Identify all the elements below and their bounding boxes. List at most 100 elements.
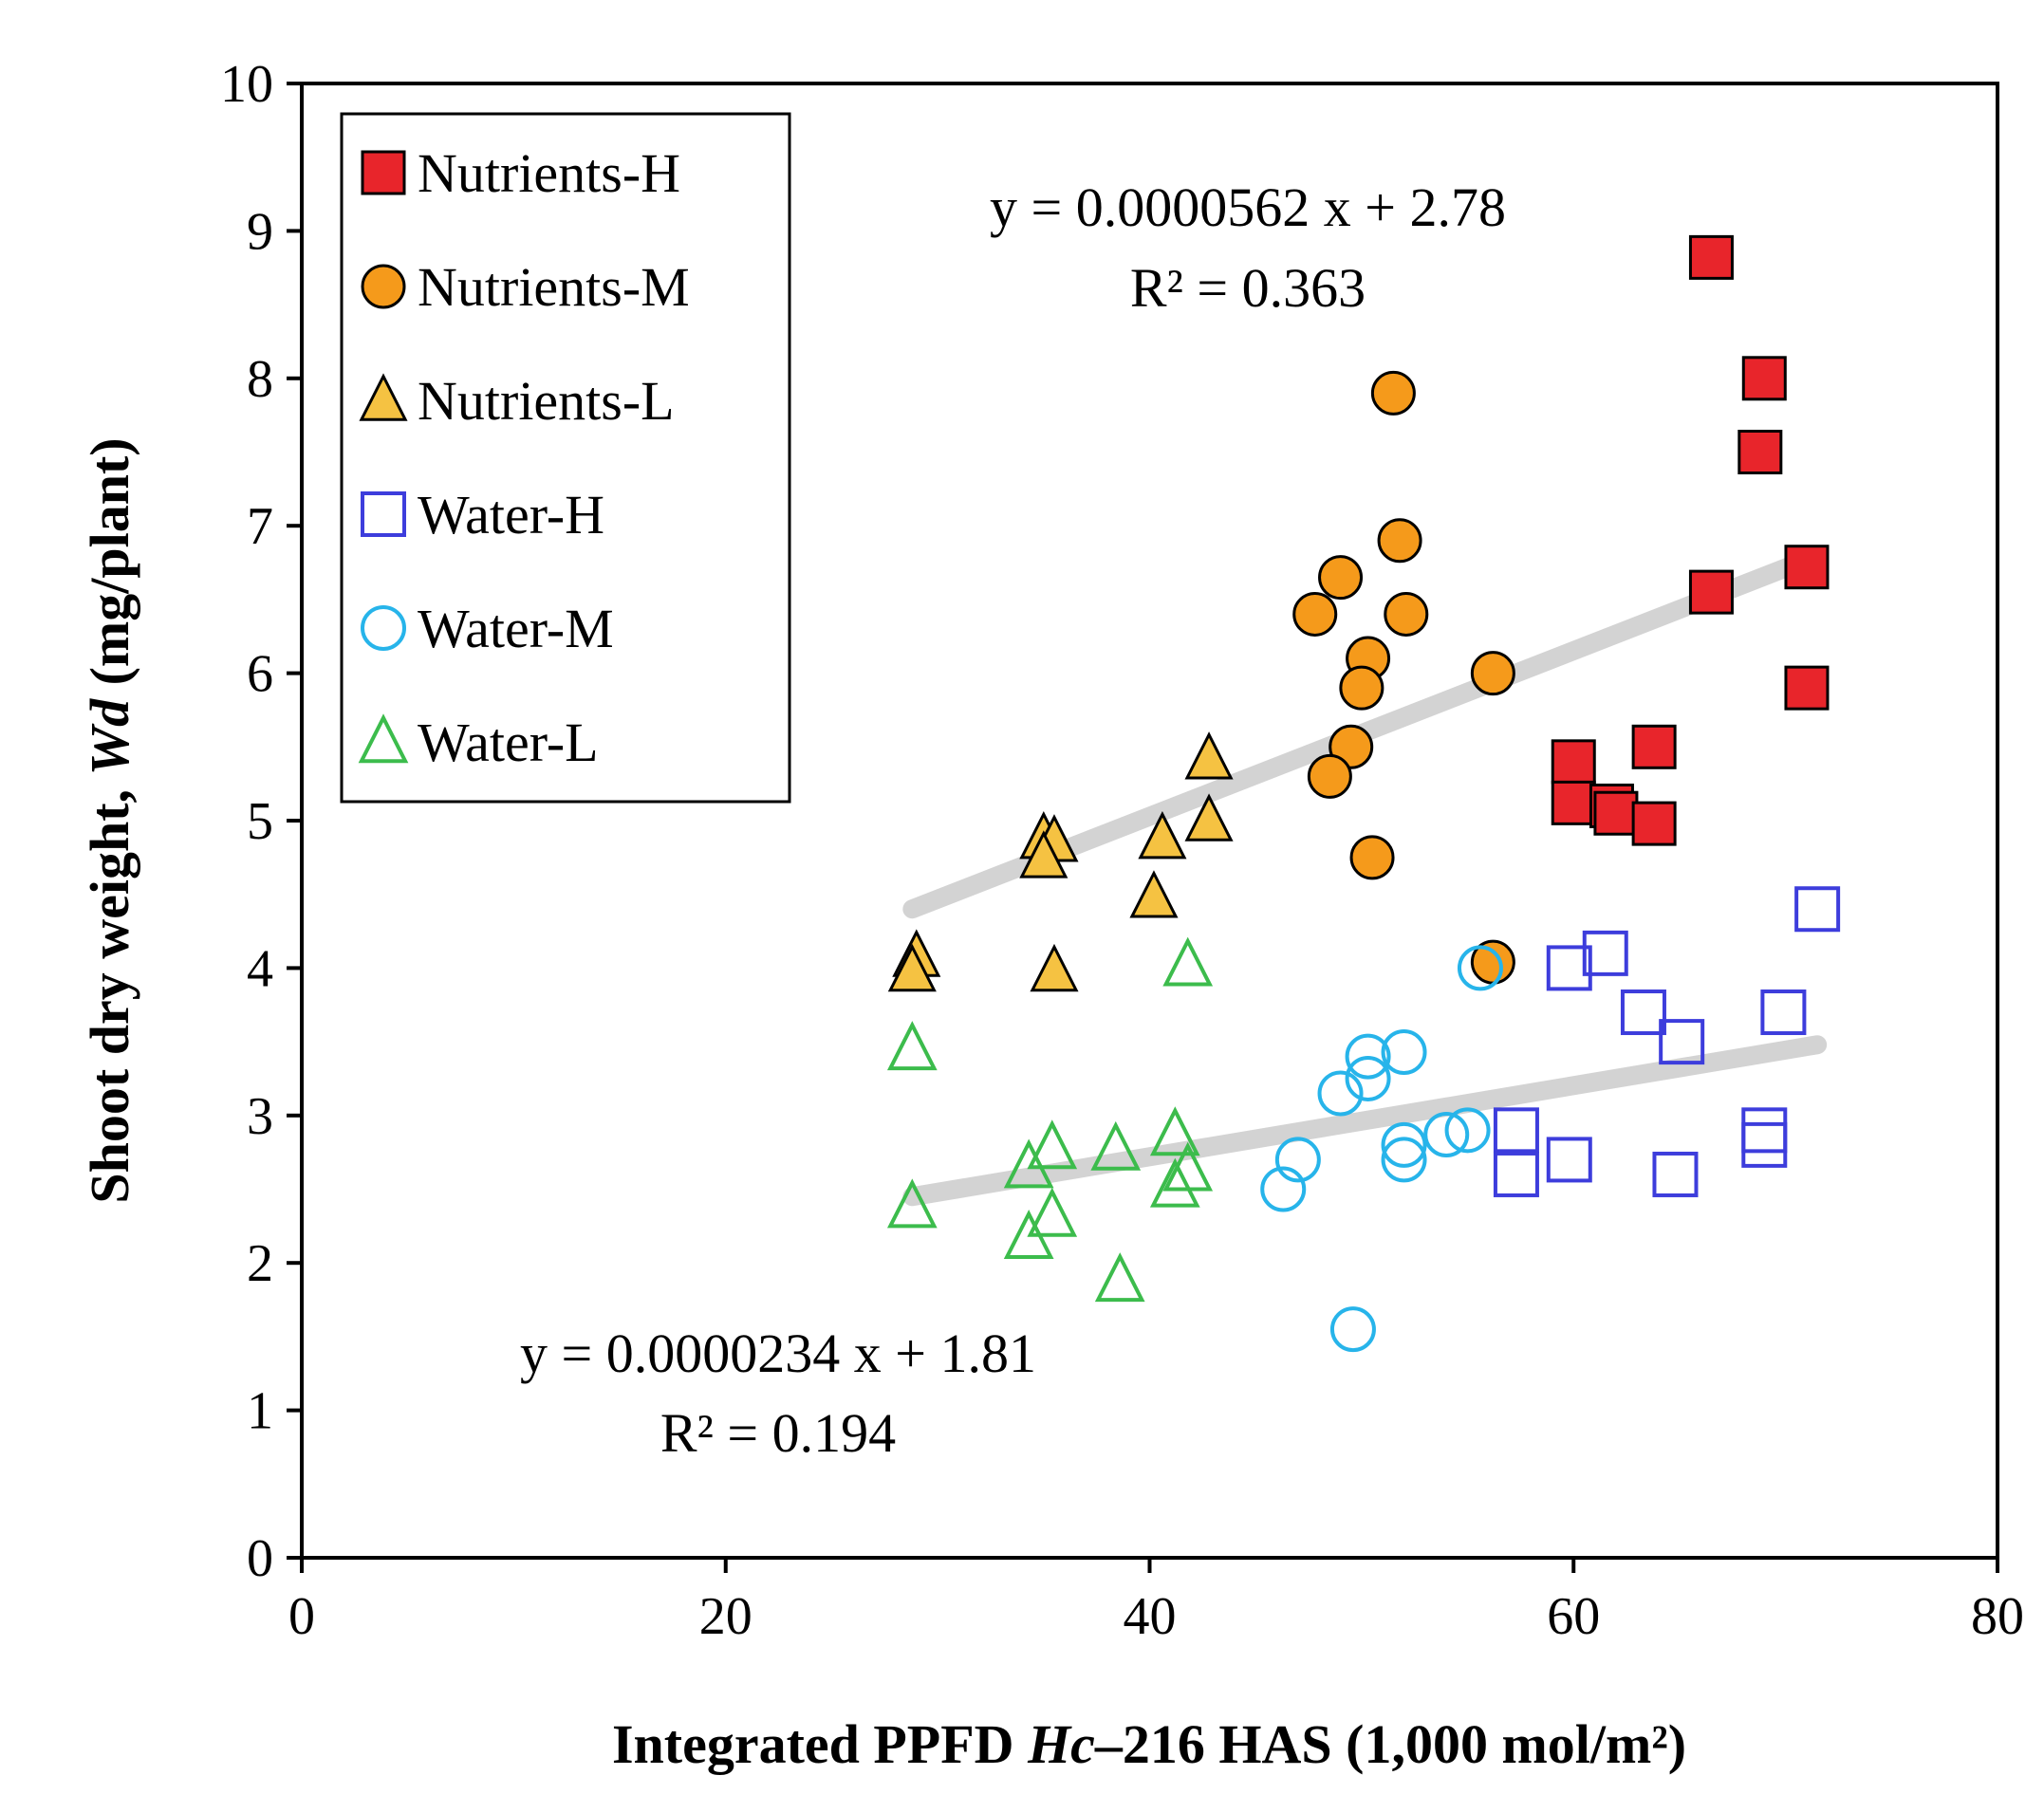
- data-point: [1370, 370, 1416, 416]
- data-point: [1384, 591, 1429, 637]
- data-point: [1377, 518, 1422, 564]
- legend-label: Water-L: [418, 712, 599, 773]
- data-point: [1162, 936, 1214, 987]
- data-point: [1274, 1137, 1321, 1183]
- data-point: [1582, 930, 1628, 976]
- data-point: [1138, 811, 1187, 860]
- legend-label: Nutrients-H: [418, 142, 680, 204]
- series-nutrients-h: [1551, 234, 1830, 846]
- y-tick-label: 4: [247, 939, 273, 998]
- data-point: [1030, 943, 1079, 992]
- data-point: [1329, 1306, 1376, 1353]
- legend-label: Water-H: [418, 484, 604, 546]
- trend-annotation-water: y = 0.0000234 x + 1.81 R² = 0.194: [520, 1322, 1036, 1464]
- data-point: [1688, 569, 1734, 615]
- data-point: [1129, 870, 1179, 918]
- x-axis-title: Integrated PPFD Hc–216 HAS (1,000 mol/m²…: [612, 1713, 1686, 1775]
- data-point: [1339, 665, 1384, 711]
- trend-r2-nutrients: R² = 0.363: [1130, 257, 1366, 319]
- data-point: [1688, 234, 1734, 280]
- y-tick-label: 7: [247, 497, 273, 556]
- data-point: [1027, 1187, 1078, 1237]
- data-point: [1345, 1055, 1391, 1101]
- data-point: [1457, 945, 1503, 991]
- trendline-water-trend: [902, 1035, 1828, 1207]
- data-point: [1318, 555, 1364, 601]
- data-points: [886, 234, 1841, 1353]
- data-point: [887, 943, 937, 992]
- data-point: [886, 1021, 938, 1071]
- legend-marker-water-m: [361, 605, 406, 651]
- data-point: [1184, 793, 1234, 842]
- legend-item-nutrients-m: Nutrients-M: [361, 256, 690, 318]
- trend-r2-water: R² = 0.194: [660, 1402, 896, 1464]
- axis-ticks: 0 1 2 3 4 5 6 7 8 9 10 0 20 40 60 80: [220, 55, 2024, 1646]
- x-tick-label: 40: [1124, 1587, 1177, 1646]
- trend-equation-nutrients: y = 0.0000562 x + 2.78: [990, 176, 1506, 238]
- data-point: [1149, 1157, 1200, 1208]
- series-water-h: [1493, 886, 1841, 1197]
- data-point: [1381, 1121, 1427, 1168]
- data-point: [1794, 886, 1841, 933]
- data-point: [1760, 989, 1807, 1036]
- y-axis-title-italic: Wd: [79, 698, 140, 776]
- series-nutrients-l: [887, 731, 1234, 992]
- data-point: [1493, 1151, 1539, 1197]
- x-axis-title-italic: Hc: [1027, 1713, 1095, 1775]
- data-point: [1493, 1107, 1539, 1154]
- legend: Nutrients-H Nutrients-M Nutrients-L Water-H…: [340, 112, 791, 804]
- y-tick-label: 10: [220, 55, 273, 114]
- data-point: [1741, 1121, 1788, 1168]
- data-point: [1659, 1019, 1705, 1065]
- data-point: [1551, 780, 1596, 825]
- data-point: [1345, 1033, 1391, 1080]
- x-tick-label: 20: [699, 1587, 753, 1646]
- data-point: [1737, 430, 1783, 474]
- legend-marker-water-l: [358, 713, 409, 764]
- y-tick-label: 1: [247, 1382, 273, 1441]
- legend-item-water-l: Water-L: [358, 712, 599, 773]
- data-point: [886, 1178, 938, 1229]
- y-tick-label: 8: [247, 350, 273, 409]
- y-axis-title-pre: Shoot dry weight,: [79, 775, 140, 1203]
- legend-box: [340, 112, 791, 804]
- data-point: [1381, 1028, 1427, 1075]
- legend-item-water-h: Water-H: [361, 484, 604, 546]
- data-point: [1184, 731, 1234, 780]
- data-point: [1094, 1252, 1145, 1303]
- legend-item-water-m: Water-M: [361, 598, 614, 659]
- data-point: [1546, 945, 1592, 991]
- data-point: [1381, 1137, 1427, 1183]
- x-axis-title-post: –216 HAS (1,000 mol/m²): [1094, 1713, 1686, 1775]
- series-water-m: [1260, 945, 1503, 1353]
- data-point: [1593, 790, 1639, 836]
- data-point: [1444, 1107, 1491, 1154]
- legend-marker-nutrients-l: [359, 373, 408, 421]
- legend-label: Water-M: [418, 598, 614, 659]
- data-point: [1620, 989, 1666, 1036]
- series-nutrients-m: [1292, 370, 1515, 985]
- data-point: [1090, 1120, 1142, 1171]
- data-point: [1546, 1137, 1592, 1183]
- data-point: [1317, 1070, 1364, 1117]
- legend-item-nutrients-h: Nutrients-H: [361, 142, 680, 204]
- x-tick-label: 0: [288, 1587, 315, 1646]
- data-point: [1003, 1138, 1054, 1189]
- y-tick-label: 6: [247, 645, 273, 704]
- trend-equation-water: y = 0.0000234 x + 1.81: [520, 1322, 1036, 1384]
- x-tick-label: 80: [1971, 1587, 2024, 1646]
- data-point: [1551, 739, 1596, 785]
- legend-item-nutrients-l: Nutrients-L: [359, 370, 675, 432]
- data-point: [1349, 835, 1395, 880]
- data-point: [1423, 1112, 1470, 1158]
- legend-label: Nutrients-M: [418, 256, 690, 318]
- data-point: [1631, 724, 1677, 769]
- data-point: [1307, 753, 1352, 799]
- y-tick-label: 9: [247, 202, 273, 261]
- data-point: [1784, 545, 1830, 590]
- legend-marker-nutrients-h: [361, 150, 406, 195]
- y-tick-label: 3: [247, 1087, 273, 1146]
- data-point: [1149, 1106, 1200, 1156]
- data-point: [1652, 1151, 1699, 1197]
- data-point: [1027, 1119, 1078, 1170]
